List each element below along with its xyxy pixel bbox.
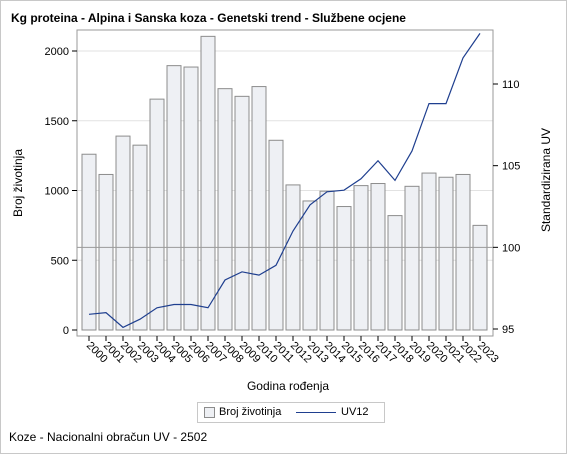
- bar: [166, 65, 182, 331]
- bar: [132, 144, 148, 331]
- bar: [421, 172, 437, 331]
- bar: [81, 153, 97, 331]
- y-axis-label: Broj životinja: [11, 149, 25, 217]
- chart-title: Kg proteina - Alpina i Sanska koza - Gen…: [11, 11, 406, 25]
- y2-tick-label: 95: [502, 324, 514, 336]
- tick-labels: 0500100015002000951001051102000200120022…: [45, 46, 521, 365]
- y2-tick-label: 100: [502, 242, 520, 254]
- y2-axis-label: Standardizirana UV: [539, 128, 553, 232]
- bar: [285, 184, 301, 331]
- bar-series: [81, 35, 488, 331]
- bar: [200, 35, 216, 331]
- bar: [115, 135, 131, 331]
- bar: [370, 183, 386, 331]
- y2-tick-label: 105: [502, 161, 520, 173]
- y-tick-label: 1500: [45, 116, 69, 128]
- y-tick-label: 1000: [45, 186, 69, 198]
- bar: [472, 224, 488, 331]
- y2-tick-label: 110: [502, 79, 520, 91]
- y-tick-label: 0: [63, 325, 69, 337]
- bar: [98, 173, 114, 331]
- bar: [455, 173, 471, 331]
- bar: [268, 139, 284, 331]
- legend-label-line: UV12: [341, 406, 369, 418]
- bar: [183, 66, 199, 331]
- bar: [353, 185, 369, 331]
- legend: Broj životinja UV12: [197, 402, 385, 423]
- bar: [234, 95, 250, 331]
- plot-frame: [76, 29, 494, 337]
- uv12-line: [88, 33, 481, 329]
- bar: [217, 88, 233, 331]
- x-axis-label: Godina rođenja: [247, 379, 329, 393]
- axes: [72, 29, 498, 341]
- legend-swatch-line: [296, 412, 336, 413]
- legend-swatch-bar: [204, 407, 215, 418]
- bar: [302, 200, 318, 331]
- y-tick-label: 500: [51, 255, 69, 267]
- bar: [336, 206, 352, 331]
- y-tick-label: 2000: [45, 46, 69, 58]
- bar: [404, 185, 420, 331]
- bar: [387, 215, 403, 331]
- footnote: Koze - Nacionalni obračun UV - 2502: [9, 430, 208, 444]
- bar: [149, 98, 165, 331]
- bar: [438, 176, 454, 331]
- bar: [251, 86, 267, 331]
- bar: [319, 190, 335, 331]
- legend-label-bar: Broj životinja: [219, 406, 282, 418]
